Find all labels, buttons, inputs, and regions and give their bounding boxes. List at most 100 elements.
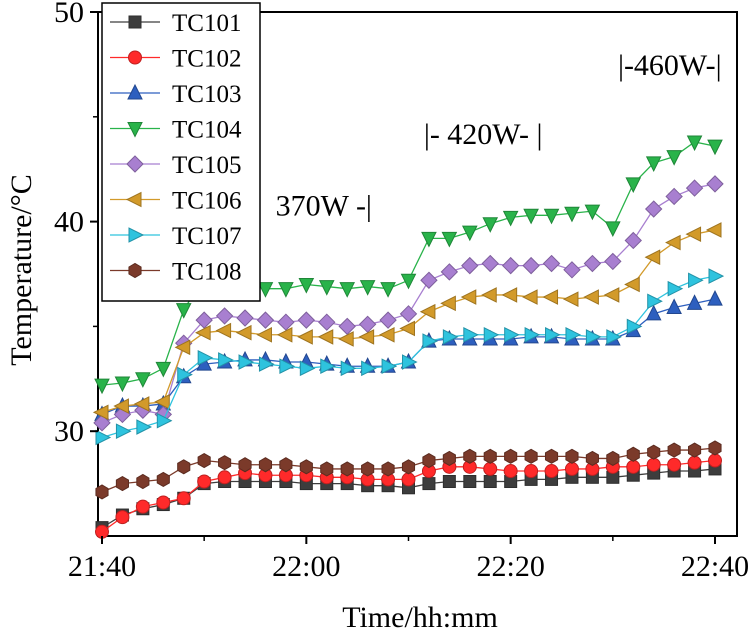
data-point bbox=[361, 360, 377, 377]
data-point bbox=[667, 280, 684, 297]
data-point bbox=[156, 495, 171, 510]
data-point bbox=[215, 307, 234, 325]
data-point bbox=[706, 175, 724, 193]
data-point bbox=[686, 135, 703, 152]
data-point bbox=[665, 187, 683, 206]
data-point bbox=[299, 360, 316, 377]
data-point bbox=[626, 446, 640, 462]
data-point bbox=[440, 263, 459, 281]
data-point bbox=[625, 177, 642, 193]
data-point bbox=[380, 282, 396, 298]
data-point bbox=[522, 256, 540, 275]
data-point bbox=[317, 329, 334, 345]
annotations: 370W -| |- 420W- | |-460W-| bbox=[276, 49, 722, 222]
data-point bbox=[667, 457, 682, 472]
data-point bbox=[218, 352, 234, 368]
data-point bbox=[665, 234, 681, 251]
data-point bbox=[174, 339, 191, 356]
legend-label: TC101 bbox=[172, 10, 241, 37]
data-point bbox=[646, 457, 661, 472]
data-point bbox=[521, 289, 538, 305]
data-point bbox=[688, 442, 702, 458]
legend-label: TC102 bbox=[172, 46, 241, 73]
data-point bbox=[544, 464, 559, 479]
data-point bbox=[320, 358, 336, 375]
data-point bbox=[340, 360, 357, 377]
data-point bbox=[545, 326, 561, 343]
data-point bbox=[666, 150, 682, 166]
data-point bbox=[504, 326, 520, 343]
data-point bbox=[605, 221, 621, 238]
legend-label: TC103 bbox=[172, 81, 241, 108]
legend-entry: TC102 bbox=[110, 46, 241, 73]
data-point bbox=[708, 453, 722, 468]
data-point bbox=[564, 206, 580, 223]
data-point bbox=[420, 271, 438, 289]
data-point bbox=[604, 252, 622, 271]
data-point bbox=[238, 457, 252, 473]
data-point bbox=[686, 294, 703, 310]
data-point bbox=[461, 225, 478, 242]
series-tc104 bbox=[94, 135, 723, 395]
data-point bbox=[277, 313, 295, 331]
data-point bbox=[318, 313, 336, 331]
data-point bbox=[197, 474, 212, 489]
data-point bbox=[442, 329, 459, 345]
plot-border bbox=[97, 11, 738, 537]
y-tick-label: 40 bbox=[54, 206, 84, 239]
data-point bbox=[215, 322, 232, 339]
data-point bbox=[419, 303, 436, 320]
data-point bbox=[685, 179, 704, 197]
data-point bbox=[381, 461, 395, 477]
data-point bbox=[361, 461, 375, 477]
data-point bbox=[156, 471, 170, 487]
data-point bbox=[442, 475, 456, 489]
data-point bbox=[503, 464, 518, 479]
data-point bbox=[565, 448, 579, 464]
data-point bbox=[585, 329, 602, 345]
data-point bbox=[298, 277, 315, 294]
data-point bbox=[460, 289, 477, 305]
data-point bbox=[606, 329, 622, 345]
data-point bbox=[297, 311, 316, 329]
data-point bbox=[483, 475, 497, 489]
data-point bbox=[647, 444, 661, 460]
legend-entry: TC107 bbox=[110, 223, 241, 250]
data-point bbox=[707, 290, 723, 306]
data-point bbox=[127, 122, 143, 138]
data-point bbox=[136, 419, 152, 435]
legend-entry: TC108 bbox=[110, 259, 241, 286]
data-point bbox=[238, 354, 255, 370]
data-point bbox=[422, 452, 436, 469]
power-annotation: |- 420W- | bbox=[424, 118, 543, 151]
data-point bbox=[379, 311, 397, 329]
data-point bbox=[217, 470, 232, 485]
data-point bbox=[463, 448, 477, 464]
data-point bbox=[463, 326, 479, 343]
data-point bbox=[299, 459, 313, 475]
data-point bbox=[481, 254, 499, 273]
data-point bbox=[707, 139, 723, 156]
data-point bbox=[603, 287, 620, 303]
data-point bbox=[135, 372, 151, 388]
x-axis-title: Time/hh:mm bbox=[342, 601, 498, 634]
data-point bbox=[644, 200, 663, 218]
data-point bbox=[338, 331, 354, 347]
data-point bbox=[708, 440, 722, 456]
data-point bbox=[256, 326, 272, 343]
y-tick-label: 50 bbox=[54, 0, 84, 29]
data-point bbox=[113, 398, 129, 414]
legend-label: TC108 bbox=[172, 259, 241, 286]
data-point bbox=[339, 282, 356, 298]
data-point bbox=[482, 217, 499, 233]
legend-entry: TC101 bbox=[110, 10, 241, 37]
data-point bbox=[378, 326, 395, 343]
data-point bbox=[687, 455, 702, 470]
data-point bbox=[563, 261, 581, 279]
data-point bbox=[666, 298, 682, 315]
data-point bbox=[358, 329, 375, 345]
data-point bbox=[195, 324, 211, 341]
data-point bbox=[279, 358, 296, 375]
legend-box bbox=[101, 2, 261, 302]
